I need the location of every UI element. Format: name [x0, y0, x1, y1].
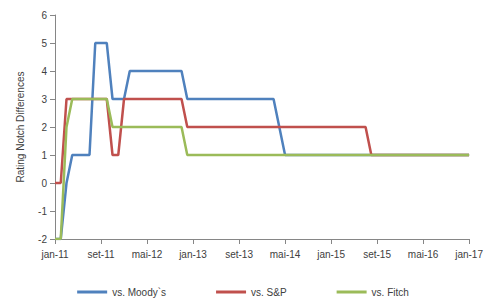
svg-text:vs. Moody`s: vs. Moody`s — [112, 287, 166, 298]
svg-text:jan-15: jan-15 — [316, 249, 345, 260]
svg-text:3: 3 — [41, 94, 47, 105]
svg-text:6: 6 — [41, 10, 47, 21]
svg-text:-1: -1 — [38, 206, 47, 217]
svg-text:vs. Fitch: vs. Fitch — [372, 287, 409, 298]
svg-text:1: 1 — [41, 150, 47, 161]
svg-text:jan-13: jan-13 — [178, 249, 207, 260]
svg-text:jan-11: jan-11 — [40, 249, 68, 260]
svg-text:set-15: set-15 — [363, 249, 391, 260]
svg-text:mai-12: mai-12 — [132, 249, 163, 260]
svg-text:-2: -2 — [38, 234, 47, 245]
svg-text:vs. S&P: vs. S&P — [251, 287, 287, 298]
svg-text:2: 2 — [41, 122, 47, 133]
svg-text:5: 5 — [41, 38, 47, 49]
svg-text:set-13: set-13 — [225, 249, 253, 260]
svg-text:mai-14: mai-14 — [270, 249, 301, 260]
svg-text:4: 4 — [41, 66, 47, 77]
svg-text:set-11: set-11 — [87, 249, 114, 260]
svg-text:jan-17: jan-17 — [454, 249, 483, 260]
svg-text:mai-16: mai-16 — [408, 249, 439, 260]
svg-text:0: 0 — [41, 178, 47, 189]
svg-text:Rating Notch Differences: Rating Notch Differences — [15, 72, 26, 183]
